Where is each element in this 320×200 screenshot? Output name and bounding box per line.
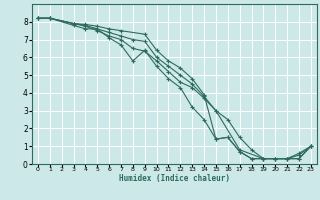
X-axis label: Humidex (Indice chaleur): Humidex (Indice chaleur) xyxy=(119,174,230,183)
